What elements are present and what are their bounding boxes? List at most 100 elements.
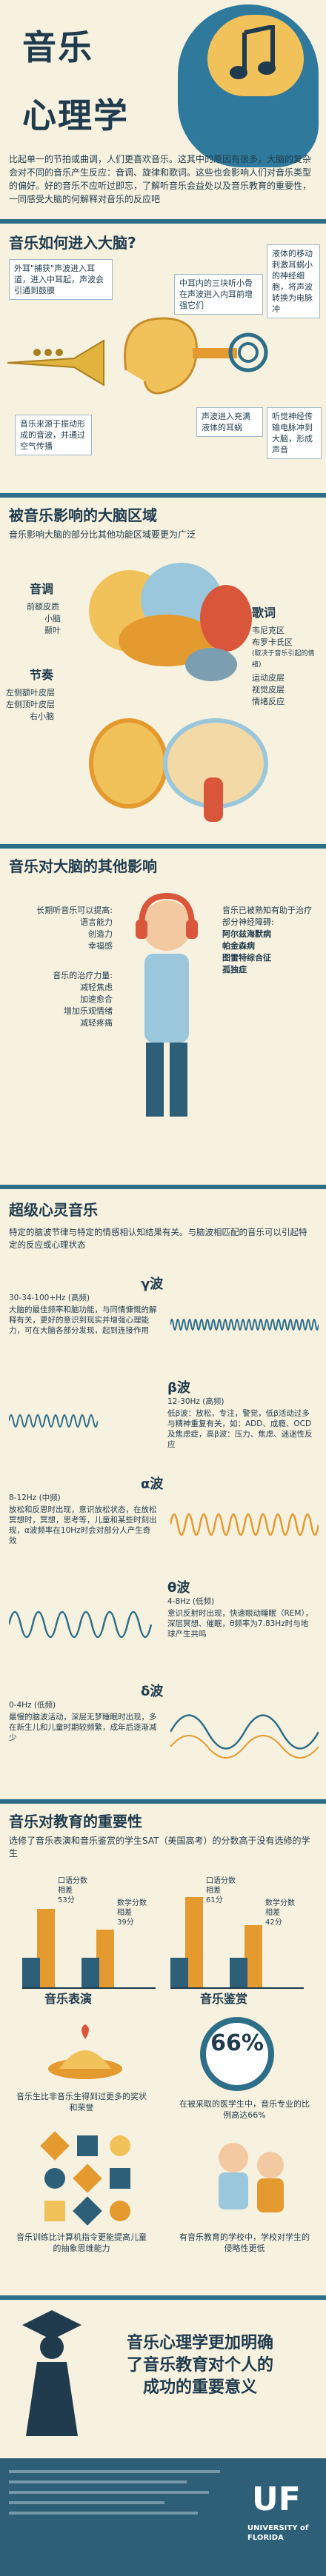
wave-row-beta: β波 12-30Hz (高频) 低β波：放松，专注，警觉，低β活动过多与精神重复… <box>0 1377 326 1466</box>
chart-bar <box>230 1958 247 1987</box>
label-temporal: 颞叶 <box>44 626 61 635</box>
bar-label: 数学分数 相差 42分 <box>265 1899 295 1927</box>
graduate-illustration <box>22 2310 82 2436</box>
music-note-icon <box>230 25 276 79</box>
percent-circle <box>200 2017 274 2091</box>
left-item: 幸福感 <box>88 941 113 951</box>
section-divider <box>0 844 326 849</box>
wave-desc: 大脑的最佳频率和脑功能，与同情慷慨的解释有关，更好的意识到现实并增强心理能力，可… <box>9 1305 157 1335</box>
wave-desc: 最慢的脑波活动，深层无梦睡眠时出现，多在新生儿和儿童时期较频繁，成年后逐渐减少 <box>9 1713 157 1742</box>
right-item: 阿尔兹海默病 <box>222 929 271 939</box>
education-section: 音乐对教育的重要性 选修了音乐表演和音乐鉴赏的学生SAT（美国高考）的分数高于没… <box>0 1802 326 2321</box>
waves-section: 超级心灵音乐 特定的脑波节律与特定的情感相认知结果有关。与脑波相匹配的音乐可以引… <box>0 1188 326 1824</box>
wave-desc: 放松和反思时出现，意识放松状态，在放松冥想时，冥想，思考等，儿童和某些时刻出现，… <box>9 1505 157 1545</box>
section-divider <box>0 219 326 224</box>
label-left-frontal: 左侧额叶皮层 <box>6 688 55 697</box>
effects-right-list: 音乐已被熟知有助于治疗部分神经障碍: 阿尔兹海默病 帕金森病 图雷特综合征 孤独… <box>222 905 319 976</box>
label-emotional-response: 情绪反应 <box>252 697 285 706</box>
conclusion-line: 了音乐教育对个人的 <box>126 2356 273 2375</box>
left-item2: 减轻焦虑 <box>80 983 113 992</box>
percent-value: 66% <box>210 2030 264 2056</box>
chart-title: 音乐表演 <box>44 1992 93 2006</box>
note-cochlea-nerve: 液体的移动刺激耳蜗小的神经细胞，将声波转换为电脉冲 <box>267 244 320 318</box>
label-pitch: 音调 <box>30 582 54 596</box>
section-divider <box>0 493 326 498</box>
title-line1: 音乐 <box>22 27 93 67</box>
label-left-parietal: 左侧顶叶皮层 <box>6 700 55 709</box>
footer: UF UNIVERSITY of FLORIDA <box>0 2458 326 2576</box>
left-heading: 长期听音乐可以提高: <box>36 906 113 915</box>
wave-row-gamma: γ波 30-34-100+Hz (高频) 大脑的最佳频率和脑功能，与同情慷慨的解… <box>0 1274 326 1370</box>
label-broca: 布罗卡氏区 <box>252 638 293 647</box>
effects-title: 音乐对大脑的其他影响 <box>9 857 157 875</box>
lamp-of-knowledge-icon <box>48 2024 122 2079</box>
edu-cell-awards: 音乐生比非音乐生得到过更多的奖状和荣誉 <box>16 2092 147 2112</box>
note-auditory-nerve: 听觉神经传输电脉冲到大脑，形成声音 <box>267 407 322 459</box>
bar-label: 口语分数 相差 61分 <box>206 1877 236 1904</box>
regions-title: 被音乐影响的大脑区域 <box>9 506 157 524</box>
bar-label: 数学分数 相差 39分 <box>117 1899 147 1927</box>
wave-name: α波 <box>141 1476 164 1492</box>
conclusion-text: 音乐心理学更加明确 了音乐教育对个人的 成功的重要意义 <box>82 2332 319 2399</box>
wave-row-alpha: α波 8-12Hz (中频) 放松和反思时出现，意识放松状态，在放松冥想时，冥想… <box>0 1473 326 1570</box>
brainstem <box>204 777 223 822</box>
brain-occipital <box>200 585 252 652</box>
sat-chart-performance: 口语分数 相差 53分 数学分数 相差 39分 <box>22 1876 156 1989</box>
left-item2: 增加乐观情绪 <box>64 1006 113 1016</box>
section-divider <box>0 2295 326 2300</box>
wave-name: δ波 <box>141 1684 164 1699</box>
left-item: 语言能力 <box>80 917 113 927</box>
edu-cell-medical: 在被采取的医学生中，音乐专业的比例高达66% <box>179 2099 310 2120</box>
label-prefrontal: 前额皮质 <box>27 602 59 612</box>
title-line2: 心理学 <box>22 96 129 136</box>
brain-cerebellum <box>185 648 237 681</box>
uf-logo: UF <box>252 2480 301 2518</box>
label-visual-cortex: 视觉皮层 <box>252 685 285 695</box>
header: 音乐 心理学 比起单一的节拍或曲调，人们更喜欢音乐。这其中的原因有很多，大脑的复… <box>0 0 326 244</box>
effects-section: 音乐对大脑的其他影响 长期听音乐可以提高: 语言能力 创造力 幸福感 音乐的治疗… <box>0 847 326 1173</box>
wave-name: β波 <box>167 1380 190 1396</box>
label-wernicke: 韦尼克区 <box>252 626 285 635</box>
wave-freq: 4-8Hz (低频) <box>167 1597 215 1606</box>
chart-bar <box>96 1930 114 1987</box>
footer-text-block <box>9 2470 231 2559</box>
intro-paragraph: 比起单一的节拍或曲调，人们更喜欢音乐。这其中的原因有很多，大脑的复杂会对不同的音… <box>9 154 312 204</box>
abstract-shapes-grid <box>40 2131 133 2226</box>
wave-freq: 8-12Hz (中频) <box>9 1493 61 1502</box>
sat-chart-appreciation: 口语分数 相差 61分 数学分数 相差 42分 <box>170 1876 304 1989</box>
left-item: 创造力 <box>88 929 113 939</box>
chart-bar <box>185 1897 203 1987</box>
person-headphones-illustration <box>136 892 198 1117</box>
edu-cell-aggression: 有音乐教育的学校中，学校对学生的侵略性更低 <box>179 2232 310 2253</box>
conclusion-line: 音乐心理学更加明确 <box>126 2334 273 2352</box>
delta-wave-graphic <box>170 1714 319 1759</box>
chart-bar <box>170 1958 188 1987</box>
right-item: 孤独症 <box>222 965 247 974</box>
label-emotion-note: (取决于音乐引起的情绪) <box>252 650 315 669</box>
regions-section: 被音乐影响的大脑区域 音乐影响大脑的部分比其他功能区域要更为广泛 音调 前额皮质… <box>0 496 326 837</box>
students-illustration <box>219 2143 284 2212</box>
gamma-wave-graphic <box>170 1319 319 1331</box>
wave-freq: 30-34-100+Hz (高频) <box>9 1294 90 1302</box>
note-sound-source: 音乐来源于振动形成的音波，并通过空气传播 <box>15 415 92 455</box>
chart-bar <box>22 1958 40 1987</box>
note-fluid-cochlea: 声波进入充满液体的耳蜗 <box>196 407 263 437</box>
left-heading2: 音乐的治疗力量: <box>53 971 113 980</box>
right-heading: 音乐已被熟知有助于治疗部分神经障碍: <box>222 906 312 927</box>
note-outer-ear: 外耳"捕获"声波进入耳道，进入中耳起，声波会引通到鼓膜 <box>9 259 113 300</box>
edu-cell-abstract: 音乐训练比计算机指令更能提高儿童的抽象思维能力 <box>16 2232 147 2253</box>
section-divider <box>0 1185 326 1189</box>
brain-section-view <box>163 718 268 809</box>
label-lyrics: 歌词 <box>252 606 276 620</box>
uf-logo-text: UNIVERSITY of FLORIDA <box>247 2524 309 2542</box>
waves-title: 超级心灵音乐 <box>9 1201 98 1219</box>
wave-desc: 意识反射时出现，快速眼动睡眠（REM），深层冥想、催眠，θ频率为7.83Hz时与… <box>167 1609 313 1639</box>
regions-subtitle: 音乐影响大脑的部分比其他功能区域要更为广泛 <box>9 529 196 540</box>
brain-top-view <box>89 718 168 809</box>
chart-bar <box>82 1958 99 1987</box>
label-right-cerebellum: 右小脑 <box>30 712 54 721</box>
note-middle-ear: 中耳内的三块听小骨在声波进入内耳前增强它们 <box>174 274 263 315</box>
chart-bar <box>37 1909 55 1987</box>
section-divider <box>0 1799 326 1804</box>
label-rhythm: 节奏 <box>30 668 54 682</box>
